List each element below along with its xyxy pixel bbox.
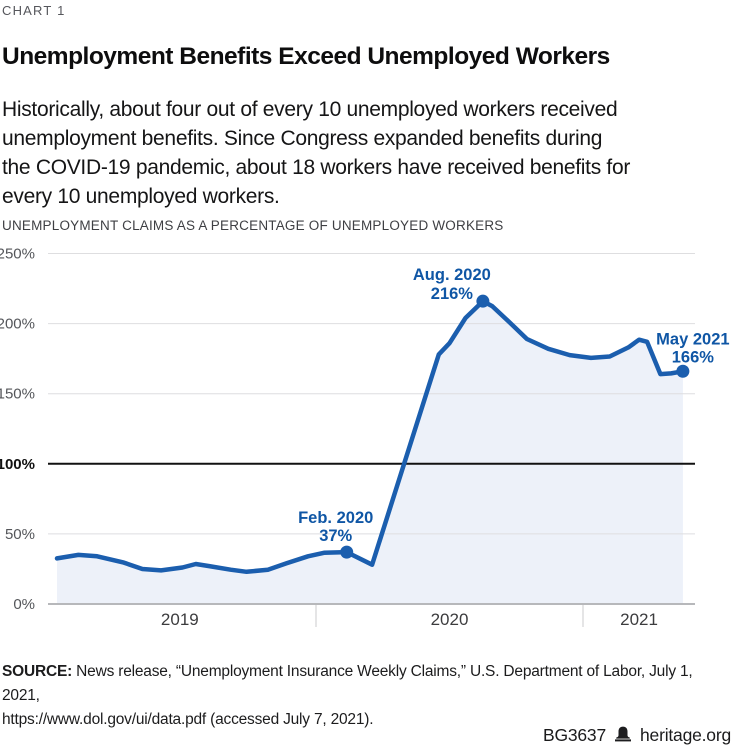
data-point-marker — [676, 364, 690, 378]
annotation-value: 166% — [672, 348, 715, 366]
document-id: BG3637 — [542, 725, 606, 745]
y-axis-label: 50% — [5, 526, 35, 543]
annotation-date: Aug. 2020 — [413, 266, 491, 284]
chart-axis-caption: UNEMPLOYMENT CLAIMS AS A PERCENTAGE OF U… — [2, 218, 504, 233]
heritage-bell-icon — [614, 726, 632, 747]
data-point-marker — [476, 294, 490, 308]
y-axis-label: 100% — [0, 456, 35, 473]
footer: BG3637 heritage.org — [543, 725, 731, 746]
x-axis-label: 2019 — [161, 610, 199, 629]
data-point-marker — [340, 545, 354, 559]
x-axis-label: 2020 — [431, 610, 469, 629]
annotation-value: 216% — [431, 285, 474, 303]
page-title: Unemployment Benefits Exceed Unemployed … — [2, 43, 610, 71]
source-label: SOURCE: — [2, 663, 73, 680]
source-note: SOURCE: News release, “Unemployment Insu… — [2, 660, 722, 732]
x-axis-label: 2021 — [620, 610, 658, 629]
annotation-value: 37% — [319, 527, 352, 545]
chart-kicker: CHART 1 — [2, 3, 66, 18]
line-chart: 0% 50% 100% 150% 200% 250% 2019 2020 2021 Feb. 20… — [0, 246, 730, 630]
annotation-date: May 2021 — [656, 330, 729, 348]
chart-subtitle: Historically, about four out of every 10… — [2, 98, 631, 208]
source-text: News release, “Unemployment Insurance We… — [2, 663, 693, 728]
y-axis-label: 250% — [0, 246, 35, 263]
data-line — [54, 298, 686, 575]
y-axis-label: 200% — [0, 316, 35, 333]
site-link[interactable]: heritage.org — [640, 725, 731, 745]
annotation-date: Feb. 2020 — [298, 509, 373, 527]
area-fill — [57, 301, 683, 604]
y-axis-label: 0% — [13, 596, 35, 613]
y-axis-label: 150% — [0, 386, 35, 403]
